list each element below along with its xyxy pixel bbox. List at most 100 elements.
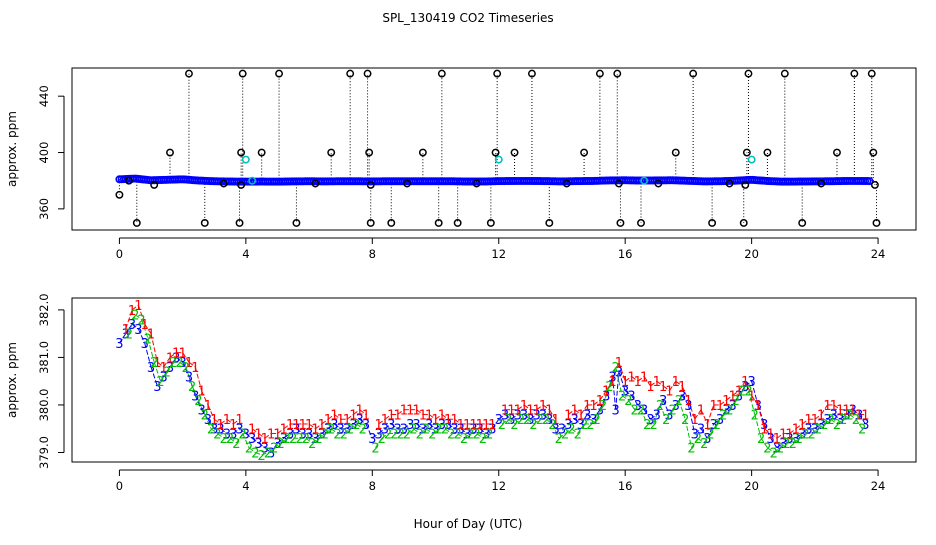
series-1-point: 1 bbox=[210, 413, 218, 428]
series-3-segment bbox=[232, 428, 240, 434]
outlier-point bbox=[453, 219, 462, 227]
series-3-point: 3 bbox=[501, 408, 509, 423]
series-2-segment bbox=[134, 314, 142, 320]
series-3-point: 3 bbox=[646, 413, 654, 428]
series-2-segment bbox=[722, 409, 730, 415]
series-2-point: 2 bbox=[169, 356, 177, 371]
series-2-point: 2 bbox=[789, 437, 797, 452]
series-1-segment bbox=[631, 376, 639, 382]
series-3-segment bbox=[378, 428, 386, 434]
series-2-point: 2 bbox=[270, 442, 278, 457]
series-3-segment bbox=[447, 423, 455, 430]
series-3-point: 3 bbox=[292, 423, 300, 438]
series-3-point: 3 bbox=[716, 413, 724, 428]
series-3-segment bbox=[694, 428, 702, 434]
series-2-segment bbox=[754, 414, 762, 439]
top-y-axis: 360 400 440 bbox=[37, 85, 65, 220]
series-2-segment bbox=[703, 433, 711, 444]
series-3-segment bbox=[176, 357, 183, 363]
series-2-point: 2 bbox=[814, 423, 822, 438]
series-1-segment bbox=[321, 418, 329, 425]
series-1-point: 1 bbox=[741, 375, 749, 390]
series-2-segment bbox=[602, 385, 610, 406]
series-1-point: 1 bbox=[280, 423, 288, 438]
series-2-point: 2 bbox=[631, 404, 639, 419]
series-3-segment bbox=[384, 423, 392, 430]
series-1-point: 1 bbox=[589, 399, 597, 414]
series-3-segment bbox=[498, 414, 506, 420]
series-3-segment bbox=[416, 423, 424, 430]
series-2-segment bbox=[672, 399, 680, 410]
series-3-segment bbox=[820, 418, 828, 425]
outlier-point bbox=[235, 219, 244, 227]
outlier-point bbox=[744, 69, 753, 78]
series-2-segment bbox=[798, 433, 806, 439]
series-3-point: 3 bbox=[564, 418, 572, 433]
series-2-segment bbox=[571, 428, 579, 434]
bottom-x-axis: 0 4 8 12 16 20 24 bbox=[116, 469, 885, 493]
series-2-segment bbox=[779, 442, 787, 449]
outlier-point bbox=[346, 69, 355, 78]
series-3-segment bbox=[435, 423, 443, 430]
series-2-point: 2 bbox=[770, 446, 778, 461]
series-2-point: 2 bbox=[479, 432, 487, 447]
series-1-point: 1 bbox=[533, 404, 541, 419]
outlier-point bbox=[545, 219, 554, 227]
bot-y-tick-label: 381.0 bbox=[37, 341, 51, 374]
series-2-point: 2 bbox=[441, 423, 449, 438]
series-2-point: 2 bbox=[687, 442, 695, 457]
series-3-segment bbox=[422, 423, 430, 430]
series-1-point: 1 bbox=[337, 413, 345, 428]
series-1-segment bbox=[207, 404, 215, 420]
series-2-point: 2 bbox=[333, 427, 341, 442]
series-1-segment bbox=[776, 433, 784, 439]
series-1-segment bbox=[675, 380, 683, 387]
series-3-segment bbox=[631, 395, 639, 406]
series-3-segment bbox=[726, 404, 733, 411]
series-3-segment bbox=[580, 414, 588, 425]
series-3-point: 3 bbox=[804, 423, 812, 438]
series-1-point: 1 bbox=[621, 375, 629, 390]
series-1-point: 1 bbox=[514, 404, 522, 419]
series-2-point: 2 bbox=[827, 413, 835, 428]
outlier-point bbox=[366, 219, 375, 227]
series-2-point: 2 bbox=[808, 427, 816, 442]
series-2-segment bbox=[444, 428, 452, 434]
bottom-y-axis: 379.0 380.0 381.0 382.0 bbox=[37, 293, 65, 469]
series-1-point: 1 bbox=[172, 347, 180, 362]
series-1-point: 1 bbox=[716, 399, 724, 414]
series-1-point: 1 bbox=[362, 408, 370, 423]
series-3-segment bbox=[245, 433, 253, 439]
series-3-segment bbox=[776, 442, 784, 449]
series-3-point: 3 bbox=[602, 389, 610, 404]
series-2-segment bbox=[678, 400, 686, 420]
series-1-segment bbox=[605, 380, 613, 391]
series-1-segment bbox=[757, 404, 765, 429]
series-1-point: 1 bbox=[849, 404, 857, 419]
series-3-point: 3 bbox=[235, 423, 243, 438]
series-3-segment bbox=[327, 423, 335, 430]
outlier-point bbox=[486, 219, 495, 227]
outlier-point bbox=[275, 69, 283, 78]
series-2-segment bbox=[210, 428, 218, 434]
series-3-segment bbox=[624, 390, 632, 396]
series-3-segment bbox=[150, 366, 158, 387]
series-2-segment bbox=[261, 452, 269, 456]
series-1-segment bbox=[327, 414, 335, 420]
series-3-segment bbox=[353, 418, 360, 425]
series-1-segment bbox=[706, 404, 715, 425]
series-3-point: 3 bbox=[324, 423, 332, 438]
series-2-segment bbox=[381, 433, 389, 439]
series-3-segment bbox=[315, 433, 323, 439]
series-1-point: 1 bbox=[305, 418, 313, 433]
top-y-axis-label: approx. ppm bbox=[5, 111, 19, 187]
series-1-point: 1 bbox=[659, 380, 667, 395]
series-1-segment bbox=[548, 409, 557, 420]
series-1-point: 1 bbox=[608, 375, 616, 390]
series-1-segment bbox=[687, 400, 696, 420]
series-3-segment bbox=[137, 328, 146, 344]
bottom-plot-frame bbox=[71, 297, 917, 463]
series-3-segment bbox=[283, 433, 291, 439]
series-2-point: 2 bbox=[163, 366, 171, 381]
series-3-segment bbox=[258, 442, 266, 449]
